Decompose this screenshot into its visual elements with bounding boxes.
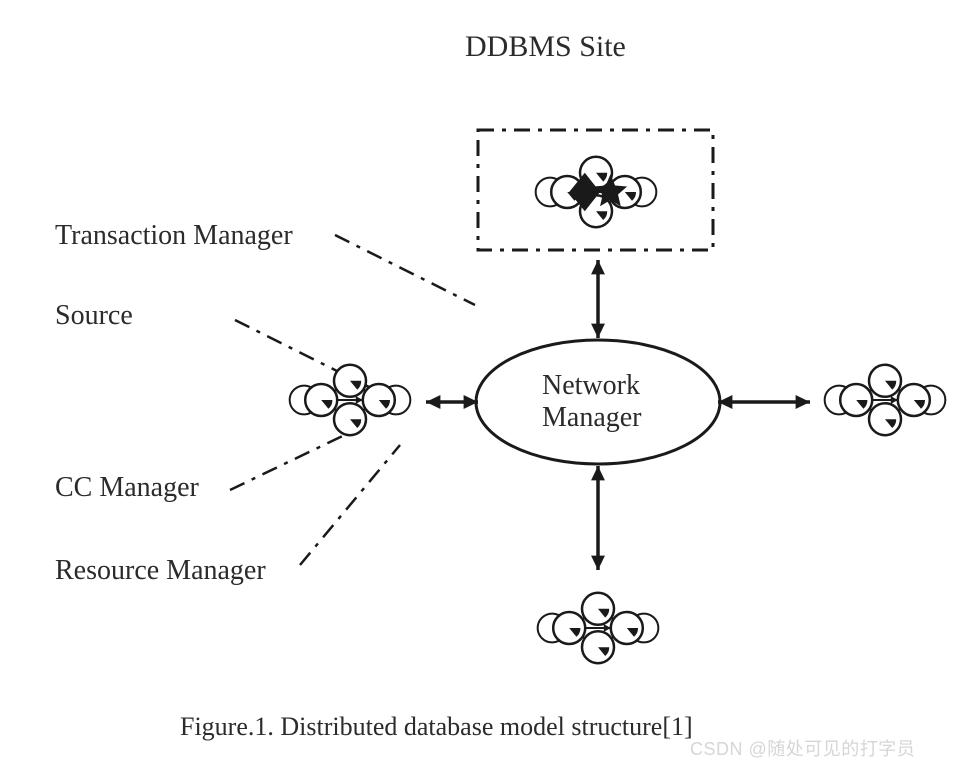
arrow-head-icon [591,260,605,274]
arrow-head-icon [796,395,810,409]
cluster-top [536,157,657,227]
cluster-left [290,365,411,435]
leader-line [230,430,355,490]
diagram-canvas: DDBMS Site Transaction Manager Source CC… [0,0,976,767]
diagram-svg [0,0,976,767]
center-node-label-line1: Network [542,370,640,402]
cluster-right [825,365,946,435]
arrow-head-icon [591,324,605,338]
leader-line [335,235,475,305]
arrow-head-icon [426,395,440,409]
arrow-head-icon [591,466,605,480]
cluster-bottom [538,593,659,663]
center-node-label-line2: Manager [542,402,642,434]
leader-line [300,445,400,565]
arrow-head-icon [591,556,605,570]
